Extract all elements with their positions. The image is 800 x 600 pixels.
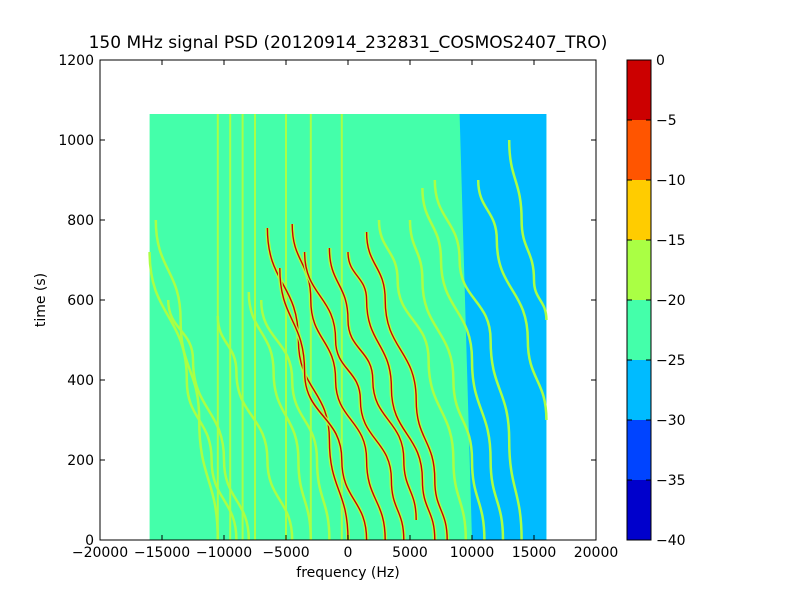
x-tick-label-2: −10000 xyxy=(196,545,252,561)
colorbar-tick-label-0: −40 xyxy=(656,533,686,549)
signal-trace-1 xyxy=(148,251,238,540)
signal-trace-10 xyxy=(328,247,417,521)
signal-trace-14 xyxy=(408,219,486,540)
colorbar-segment-0 xyxy=(627,480,651,540)
colorbar-segment-1 xyxy=(627,420,651,480)
signal-trace-5 xyxy=(259,299,331,540)
x-tick-label-8: 20000 xyxy=(574,545,619,561)
colorbar-segment-3 xyxy=(627,300,651,360)
colorbar-tick-label-2: −30 xyxy=(656,413,686,429)
colorbar-tick-label-4: −20 xyxy=(656,293,686,309)
colorbar-segment-5 xyxy=(627,180,651,240)
colorbar-segment-4 xyxy=(627,240,651,300)
y-tick-label-0: 0 xyxy=(85,533,94,549)
y-tick-label-6: 1200 xyxy=(58,53,94,69)
x-axis-title: frequency (Hz) xyxy=(296,565,399,581)
colorbar-segment-2 xyxy=(627,360,651,420)
y-tick-label-3: 600 xyxy=(67,293,94,309)
signal-trace-17 xyxy=(476,179,548,421)
colorbar-segment-7 xyxy=(627,60,651,120)
colorbar-tick-label-3: −25 xyxy=(656,353,686,369)
x-tick-label-3: −5000 xyxy=(262,545,309,561)
colorbar-tick-label-7: −5 xyxy=(656,113,677,129)
plot-axes: −20000 −15000 −10000 −5000 0 5000 10000 15000 20… xyxy=(58,53,618,561)
x-tick-label-1: −15000 xyxy=(134,545,190,561)
x-tick-label-4: 0 xyxy=(344,545,353,561)
signal-trace-9 xyxy=(303,251,405,540)
colorbar-tick-label-6: −10 xyxy=(656,173,686,189)
signal-trace-11 xyxy=(347,251,436,540)
colorbar-tick-label-5: −15 xyxy=(656,233,686,249)
x-tick-label-5: 5000 xyxy=(392,545,428,561)
chart-title: 150 MHz signal PSD (20120914_232831_COSM… xyxy=(89,33,608,53)
signal-trace-2 xyxy=(166,299,251,540)
signal-trace-12 xyxy=(365,231,448,540)
y-tick-label-5: 1000 xyxy=(58,133,94,149)
signal-trace-15 xyxy=(421,187,505,540)
signal-trace-3 xyxy=(216,315,294,540)
signal-trace-18 xyxy=(507,139,548,321)
signal-trace-7 xyxy=(279,267,368,540)
colorbar-tick-label-8: 0 xyxy=(656,53,665,69)
colorbar: −40 −35 −30 −25 −20 −15 −10 −5 0 xyxy=(626,53,686,549)
signal-trace-13 xyxy=(377,219,468,540)
signal-trace-4 xyxy=(247,291,313,540)
signal-trace-0 xyxy=(154,219,220,540)
spectrogram-plot xyxy=(148,114,548,540)
colorbar-tick-label-1: −35 xyxy=(656,473,686,489)
y-tick-label-2: 400 xyxy=(67,373,94,389)
y-axis-title: time (s) xyxy=(33,273,49,327)
x-tick-label-7: 15000 xyxy=(512,545,557,561)
signal-trace-16 xyxy=(433,179,523,540)
y-tick-label-4: 800 xyxy=(67,213,94,229)
x-tick-label-0: −20000 xyxy=(72,545,128,561)
x-tick-label-6: 10000 xyxy=(450,545,495,561)
low-power-region xyxy=(459,114,547,540)
colorbar-segment-6 xyxy=(627,120,651,180)
y-tick-label-1: 200 xyxy=(67,453,94,469)
